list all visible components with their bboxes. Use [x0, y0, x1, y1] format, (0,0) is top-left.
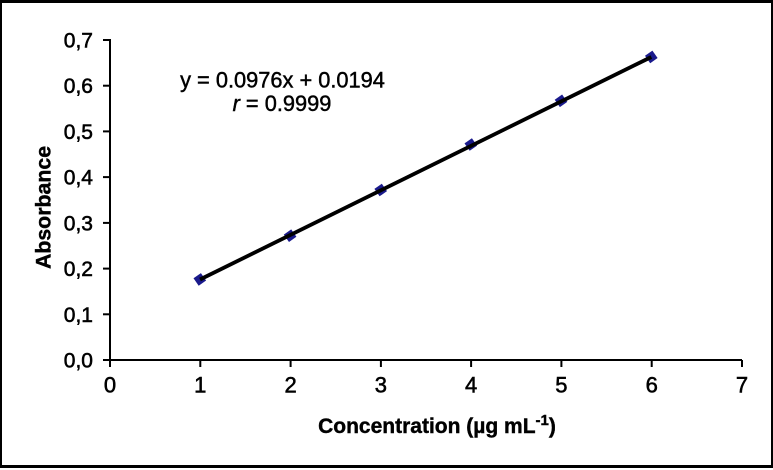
svg-text:0,3: 0,3 [64, 212, 93, 235]
svg-text:1: 1 [194, 373, 206, 398]
svg-text:7: 7 [736, 373, 748, 398]
svg-text:0,0: 0,0 [64, 350, 93, 373]
svg-text:0,4: 0,4 [64, 167, 94, 190]
svg-text:Concentration (µg mL-1): Concentration (µg mL-1) [318, 412, 556, 438]
svg-text:5: 5 [555, 373, 567, 398]
svg-text:0,6: 0,6 [64, 75, 93, 98]
svg-text:6: 6 [646, 373, 658, 398]
svg-text:y = 0.0976x + 0.0194: y = 0.0976x + 0.0194 [180, 68, 385, 93]
svg-text:r = 0.9999: r = 0.9999 [233, 91, 332, 116]
svg-text:Absorbance: Absorbance [31, 146, 55, 269]
svg-text:0,2: 0,2 [64, 258, 93, 281]
svg-text:2: 2 [284, 373, 296, 398]
svg-text:4: 4 [465, 373, 477, 398]
svg-text:0,1: 0,1 [64, 304, 93, 327]
svg-text:0,7: 0,7 [64, 30, 93, 53]
svg-text:0: 0 [104, 373, 116, 398]
svg-text:3: 3 [375, 373, 387, 398]
svg-text:0,5: 0,5 [64, 121, 93, 144]
